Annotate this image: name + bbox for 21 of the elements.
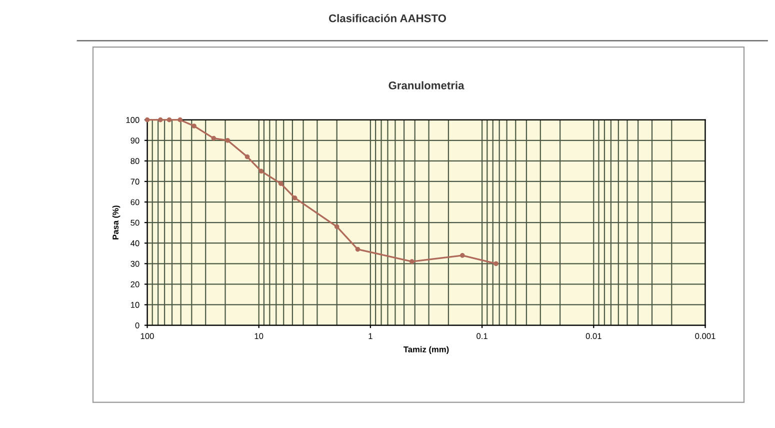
y-tick-label: 80 xyxy=(130,158,140,164)
y-tick-label: 40 xyxy=(130,240,140,246)
y-tick-label: 90 xyxy=(130,138,140,144)
x-tick-label: 1 xyxy=(368,333,372,339)
y-tick-label: 70 xyxy=(130,178,140,185)
x-tick-label: 0.001 xyxy=(695,333,716,340)
x-axis-title: Tamiz (mm) xyxy=(404,346,449,354)
y-tick-label: 100 xyxy=(126,117,140,123)
x-tick-label: 10 xyxy=(254,333,264,340)
x-tick-label: 100 xyxy=(140,333,154,340)
y-tick-label: 30 xyxy=(130,260,140,267)
chart-title: Clasificación AAHSTO xyxy=(328,14,446,22)
y-tick-label: 0 xyxy=(135,322,140,328)
x-tick-label: 0.1 xyxy=(476,333,488,340)
y-tick-label: 60 xyxy=(130,199,140,206)
chart-subtitle: Granulometria xyxy=(388,81,464,90)
y-tick-label: 10 xyxy=(130,302,140,308)
y-tick-label: 50 xyxy=(130,220,140,226)
x-tick-label: 0.01 xyxy=(586,333,602,340)
y-tick-label: 20 xyxy=(130,281,140,288)
y-axis-title: Pasa (%) xyxy=(112,206,120,240)
